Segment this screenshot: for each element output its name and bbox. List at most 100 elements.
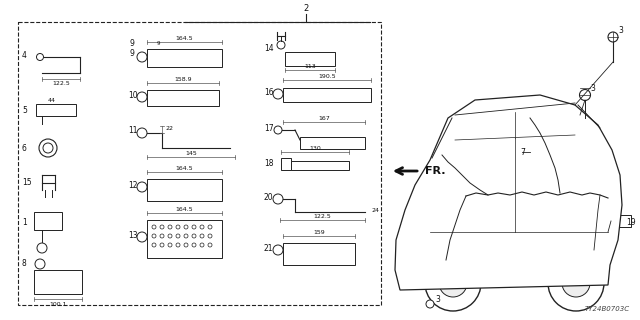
Text: 1: 1	[22, 218, 27, 227]
Circle shape	[137, 182, 147, 192]
Circle shape	[208, 243, 212, 247]
Text: 100.1: 100.1	[49, 301, 67, 307]
Text: 5: 5	[22, 106, 27, 115]
Bar	[147, 179, 222, 201]
Circle shape	[548, 255, 604, 311]
Circle shape	[184, 243, 188, 247]
Circle shape	[184, 234, 188, 238]
Circle shape	[439, 269, 467, 297]
Circle shape	[533, 148, 541, 156]
Text: 164.5: 164.5	[175, 165, 193, 171]
Text: 113: 113	[304, 63, 316, 68]
Text: 164.5: 164.5	[175, 206, 193, 212]
Circle shape	[168, 243, 172, 247]
Circle shape	[273, 89, 283, 99]
Circle shape	[426, 300, 434, 308]
Circle shape	[200, 243, 204, 247]
Text: 19: 19	[626, 218, 636, 227]
Bar	[18, 22, 381, 305]
Text: 21: 21	[264, 244, 273, 252]
Circle shape	[579, 90, 591, 100]
Circle shape	[184, 225, 188, 229]
Circle shape	[152, 225, 156, 229]
Bar	[300, 137, 365, 149]
Circle shape	[176, 234, 180, 238]
Bar	[147, 90, 219, 106]
Circle shape	[425, 255, 481, 311]
Text: 9: 9	[130, 49, 135, 58]
Text: 22: 22	[166, 125, 174, 131]
Text: 13: 13	[128, 230, 138, 239]
Text: 3: 3	[435, 295, 440, 305]
Bar	[611, 215, 631, 227]
Text: 44: 44	[48, 98, 56, 102]
Circle shape	[608, 32, 618, 42]
Circle shape	[35, 259, 45, 269]
Circle shape	[192, 225, 196, 229]
Bar	[291, 161, 349, 170]
Bar	[34, 212, 62, 230]
Circle shape	[168, 225, 172, 229]
Text: 8: 8	[22, 260, 27, 268]
Text: 158.9: 158.9	[174, 76, 192, 82]
Circle shape	[137, 92, 147, 102]
Text: 190.5: 190.5	[318, 74, 336, 78]
Text: 4: 4	[22, 51, 27, 60]
Text: 24: 24	[372, 207, 380, 212]
Bar	[147, 220, 222, 258]
Circle shape	[176, 225, 180, 229]
Text: 164.5: 164.5	[175, 36, 193, 41]
Bar	[147, 49, 222, 67]
Text: 17: 17	[264, 124, 274, 132]
Text: 122.5: 122.5	[52, 81, 70, 85]
Text: 15: 15	[22, 178, 31, 187]
Circle shape	[273, 194, 283, 204]
Circle shape	[168, 234, 172, 238]
Bar	[530, 144, 545, 160]
Circle shape	[192, 243, 196, 247]
Text: 12: 12	[128, 180, 138, 189]
Circle shape	[43, 143, 53, 153]
Bar	[283, 243, 355, 265]
Circle shape	[160, 225, 164, 229]
Circle shape	[39, 139, 57, 157]
Text: 2: 2	[303, 4, 308, 12]
Circle shape	[137, 128, 147, 138]
Text: 7: 7	[520, 148, 525, 156]
Text: 18: 18	[264, 158, 273, 167]
Circle shape	[137, 52, 147, 62]
Polygon shape	[395, 95, 622, 290]
Text: FR.: FR.	[425, 166, 445, 176]
Bar	[34, 270, 82, 294]
Text: 20: 20	[264, 193, 274, 202]
Circle shape	[152, 234, 156, 238]
Circle shape	[208, 234, 212, 238]
Circle shape	[137, 232, 147, 242]
Circle shape	[274, 126, 282, 134]
Bar	[36, 104, 76, 116]
Text: 167: 167	[318, 116, 330, 121]
Circle shape	[36, 53, 44, 60]
Circle shape	[273, 245, 283, 255]
Text: 10: 10	[128, 91, 138, 100]
Text: 159: 159	[313, 229, 325, 235]
Text: 145: 145	[185, 150, 197, 156]
Text: 3: 3	[590, 84, 595, 92]
Bar	[285, 52, 335, 66]
Text: 3: 3	[618, 26, 623, 35]
Circle shape	[208, 225, 212, 229]
Text: 16: 16	[264, 87, 274, 97]
Circle shape	[152, 243, 156, 247]
Bar	[283, 88, 371, 102]
Circle shape	[37, 243, 47, 253]
Circle shape	[200, 234, 204, 238]
Text: 9: 9	[156, 41, 160, 45]
Text: 130: 130	[309, 146, 321, 150]
Text: 122.5: 122.5	[313, 213, 331, 219]
Circle shape	[176, 243, 180, 247]
Circle shape	[200, 225, 204, 229]
Text: 9: 9	[130, 38, 135, 47]
Circle shape	[192, 234, 196, 238]
Bar	[281, 158, 291, 170]
Circle shape	[160, 243, 164, 247]
